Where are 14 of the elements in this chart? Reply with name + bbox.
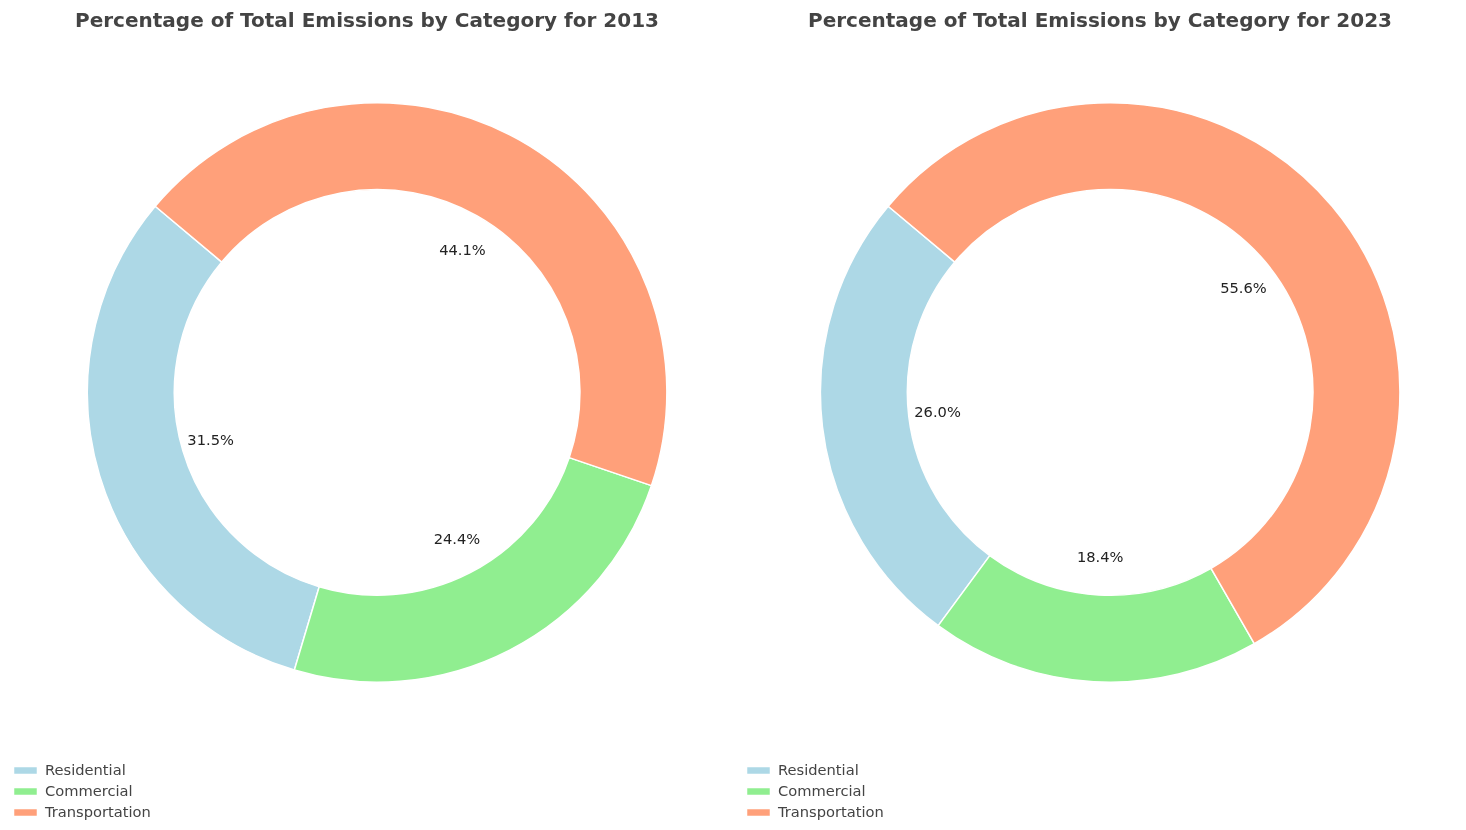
chart-title: Percentage of Total Emissions by Category for 2013 (75, 7, 659, 32)
legend-label: Transportation (778, 803, 884, 820)
legend-label: Residential (45, 761, 126, 778)
legend-label: Commercial (45, 782, 133, 799)
data-label: 26.0% (914, 403, 961, 421)
legend-label: Residential (778, 761, 859, 778)
data-label: 55.6% (1220, 278, 1267, 296)
chart-title: Percentage of Total Emissions by Category for 2023 (808, 7, 1392, 32)
legend-label: Commercial (778, 782, 866, 799)
data-label: 31.5% (187, 431, 234, 449)
data-label: 24.4% (433, 529, 481, 547)
data-label: 18.4% (1076, 547, 1124, 565)
legend-label: Transportation (45, 803, 151, 820)
data-label: 44.1% (439, 240, 486, 258)
